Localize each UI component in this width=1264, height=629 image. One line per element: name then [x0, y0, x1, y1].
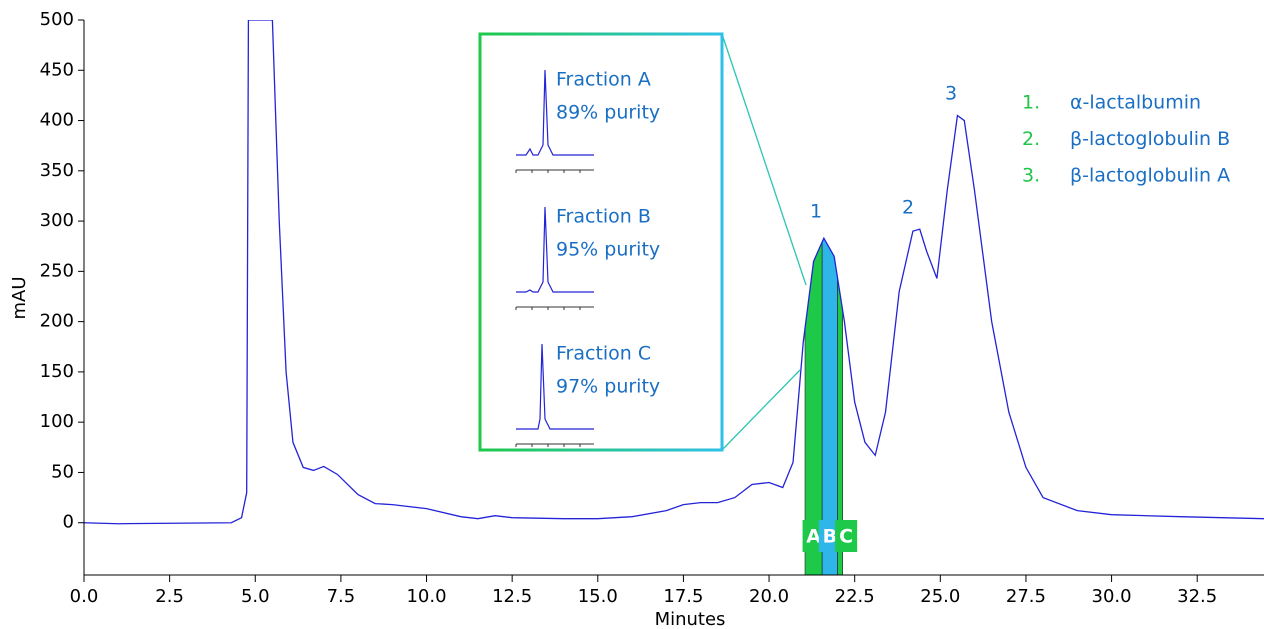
fraction-label-bg: [835, 520, 858, 552]
fraction-band-group: [804, 20, 843, 575]
inset-title: Fraction C: [556, 343, 651, 365]
inset-title: Fraction A: [556, 69, 651, 91]
x-tick-label: 20.0: [749, 586, 789, 607]
legend-name: β-lactoglobulin B: [1070, 128, 1230, 150]
x-tick-label: 7.5: [327, 586, 356, 607]
legend-number: 3.: [1022, 165, 1040, 187]
x-tick-label: 25.0: [920, 586, 960, 607]
legend-name: β-lactoglobulin A: [1070, 165, 1230, 187]
y-tick-label: 450: [40, 59, 74, 80]
inset-purity: 95% purity: [556, 239, 660, 261]
fraction-label: C: [839, 526, 853, 548]
fraction-label: A: [806, 526, 821, 548]
y-tick-label: 350: [40, 160, 74, 181]
y-tick-label: 400: [40, 110, 74, 131]
y-tick-label: 150: [40, 361, 74, 382]
y-tick-label: 500: [40, 9, 74, 30]
plot: [84, 20, 1264, 525]
y-tick-label: 200: [40, 311, 74, 332]
x-tick-label: 10.0: [406, 586, 446, 607]
mini-chromatogram: [516, 206, 594, 293]
x-tick-label: 2.5: [155, 586, 184, 607]
fraction-band: [821, 20, 838, 575]
legend: 1. α-lactalbumin 2. β-lactoglobulin B 3. β-la…: [1022, 92, 1230, 187]
x-tick-label: 32.5: [1177, 586, 1217, 607]
peak-label: 3: [945, 83, 957, 105]
x-tick-label: 12.5: [492, 586, 532, 607]
legend-name: α-lactalbumin: [1070, 92, 1201, 114]
chromatogram-line: [84, 20, 1264, 525]
inset-title: Fraction B: [556, 206, 651, 228]
inset-box: [478, 32, 724, 452]
inset-purity: 97% purity: [556, 376, 660, 398]
x-tick-label: 5.0: [241, 586, 270, 607]
legend-number: 2.: [1022, 128, 1040, 150]
y-tick-label: 0: [63, 512, 74, 533]
x-tick-label: 27.5: [1006, 586, 1046, 607]
y-axis-title: mAU: [9, 276, 30, 319]
inset-purity: 89% purity: [556, 102, 660, 124]
legend-number: 1.: [1022, 92, 1040, 114]
x-tick-label: 22.5: [835, 586, 875, 607]
x-axis-title: Minutes: [655, 609, 726, 629]
connector: [721, 369, 801, 451]
peak-label: 1: [810, 201, 822, 223]
y-tick-label: 250: [40, 260, 74, 281]
x-tick-label: 15.0: [578, 586, 618, 607]
y-tick-label: 50: [51, 461, 74, 482]
connector: [721, 33, 807, 286]
x-tick-label: 30.0: [1092, 586, 1132, 607]
fraction-label: B: [823, 526, 837, 548]
mini-chromatogram: [516, 343, 594, 430]
mini-chromatogram: [516, 69, 594, 156]
x-tick-label: 0.0: [70, 586, 99, 607]
fraction-bands: [804, 20, 843, 575]
y-tick-label: 300: [40, 210, 74, 231]
fraction-band: [804, 20, 823, 575]
x-tick-label: 17.5: [663, 586, 703, 607]
inset: Fraction A 89% purity Fraction B 95% purity…: [515, 69, 660, 447]
y-tick-label: 100: [40, 411, 74, 432]
peak-label: 2: [902, 197, 914, 219]
